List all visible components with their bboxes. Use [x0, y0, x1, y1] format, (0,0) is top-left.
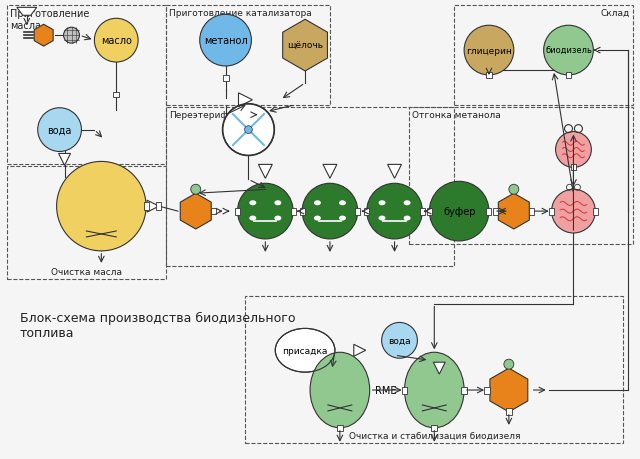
Bar [211, 209, 216, 215]
Bar [486, 73, 492, 79]
Ellipse shape [250, 216, 256, 221]
Bar [529, 208, 534, 215]
Text: масло: масло [101, 36, 132, 46]
Ellipse shape [275, 201, 282, 206]
Bar [506, 409, 512, 415]
Bar [300, 208, 305, 215]
Circle shape [429, 182, 489, 241]
Polygon shape [34, 25, 53, 47]
Text: Склад: Склад [601, 9, 630, 18]
Bar [157, 203, 161, 211]
Ellipse shape [404, 201, 410, 206]
Polygon shape [147, 201, 159, 213]
Ellipse shape [250, 201, 256, 206]
Text: RME: RME [374, 385, 396, 395]
Ellipse shape [378, 201, 385, 206]
Bar [593, 208, 598, 215]
Circle shape [200, 15, 252, 67]
Bar [484, 386, 490, 394]
Ellipse shape [314, 201, 321, 206]
Text: вода: вода [47, 125, 72, 135]
Ellipse shape [310, 353, 370, 428]
Polygon shape [433, 363, 445, 374]
Circle shape [556, 132, 591, 168]
Bar [461, 386, 467, 394]
Text: вода: вода [388, 336, 411, 345]
Polygon shape [388, 165, 401, 179]
Text: глицерин: глицерин [466, 46, 512, 56]
Ellipse shape [404, 353, 464, 428]
Text: Приготовление
масла: Приготовление масла [10, 9, 89, 31]
Circle shape [56, 162, 146, 252]
Polygon shape [17, 8, 36, 16]
Bar [143, 203, 148, 211]
Text: Очистка и стабилизация биодизеля: Очистка и стабилизация биодизеля [349, 431, 520, 440]
Text: Блок-схема производства биодизельного
топлива: Блок-схема производства биодизельного то… [20, 311, 295, 339]
Bar [401, 386, 408, 394]
Bar [493, 208, 499, 215]
Circle shape [94, 19, 138, 63]
Ellipse shape [275, 329, 335, 372]
Circle shape [223, 105, 275, 156]
Bar [113, 93, 119, 98]
Polygon shape [180, 194, 211, 230]
Bar [223, 76, 228, 82]
Text: Очистка масла: Очистка масла [51, 267, 122, 276]
Circle shape [543, 26, 593, 76]
Ellipse shape [314, 216, 321, 221]
Circle shape [504, 359, 514, 369]
Text: Приготовление катализатора: Приготовление катализатора [169, 9, 312, 18]
Bar [427, 208, 432, 215]
Bar [486, 208, 492, 215]
Circle shape [237, 184, 293, 240]
Ellipse shape [339, 201, 346, 206]
Bar [235, 208, 240, 215]
Polygon shape [323, 165, 337, 179]
Bar [571, 165, 576, 171]
Circle shape [552, 190, 595, 234]
Text: щёлочь: щёлочь [287, 41, 323, 50]
Bar [431, 425, 437, 431]
Ellipse shape [275, 216, 282, 221]
Ellipse shape [404, 216, 410, 221]
Circle shape [509, 185, 519, 195]
Circle shape [191, 185, 201, 195]
Polygon shape [283, 20, 328, 72]
Ellipse shape [378, 216, 385, 221]
Polygon shape [239, 94, 252, 107]
Circle shape [367, 184, 422, 240]
Circle shape [464, 26, 514, 76]
Text: биодизель: биодизель [545, 46, 592, 56]
Polygon shape [354, 345, 365, 357]
Text: метанол: метанол [204, 36, 248, 46]
Bar [355, 208, 360, 215]
Polygon shape [59, 154, 70, 166]
Bar [291, 208, 296, 215]
Polygon shape [259, 165, 272, 179]
Circle shape [381, 323, 417, 358]
Bar [364, 208, 369, 215]
Circle shape [63, 28, 79, 44]
Ellipse shape [339, 216, 346, 221]
Polygon shape [499, 194, 529, 230]
Bar [420, 208, 425, 215]
Circle shape [302, 184, 358, 240]
Polygon shape [490, 369, 528, 412]
Circle shape [244, 126, 252, 134]
Text: Переэтерификация: Переэтерификация [169, 111, 262, 119]
Text: Отгонка метанола: Отгонка метанола [412, 111, 501, 119]
Bar [549, 208, 554, 215]
Text: буфер: буфер [443, 207, 476, 217]
Text: присадка: присадка [282, 346, 328, 355]
Bar [337, 425, 343, 431]
Bar [566, 73, 572, 79]
Circle shape [38, 108, 81, 152]
